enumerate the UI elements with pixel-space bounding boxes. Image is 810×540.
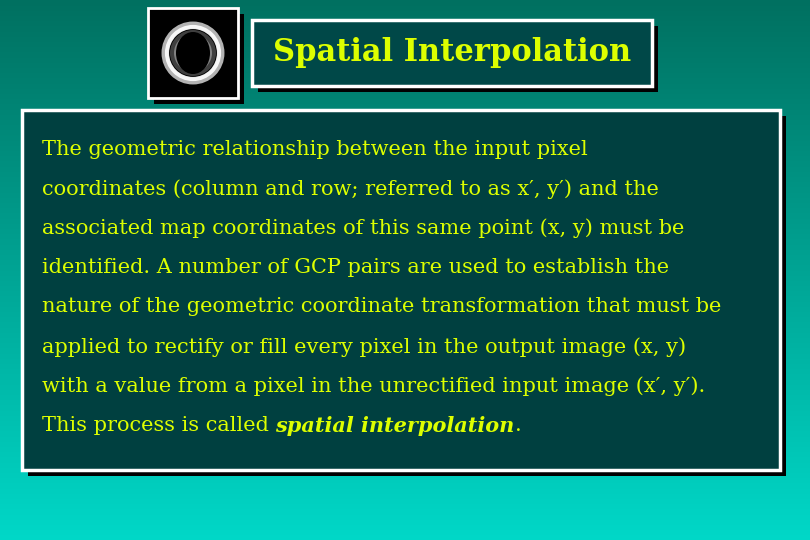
Text: Spatial Interpolation: Spatial Interpolation [273, 37, 631, 69]
Text: associated map coordinates of this same point (x, y) must be: associated map coordinates of this same … [42, 219, 684, 239]
Ellipse shape [174, 34, 212, 72]
FancyBboxPatch shape [148, 8, 238, 98]
Text: .: . [514, 416, 522, 435]
FancyBboxPatch shape [258, 26, 658, 92]
Text: spatial interpolation: spatial interpolation [275, 416, 514, 436]
FancyBboxPatch shape [252, 20, 652, 86]
FancyBboxPatch shape [154, 14, 244, 104]
FancyBboxPatch shape [28, 116, 786, 476]
Text: nature of the geometric coordinate transformation that must be: nature of the geometric coordinate trans… [42, 298, 722, 316]
Ellipse shape [170, 30, 216, 76]
Text: The geometric relationship between the input pixel: The geometric relationship between the i… [42, 140, 588, 159]
Ellipse shape [178, 38, 208, 68]
Text: This process is called: This process is called [42, 416, 275, 435]
Text: with a value from a pixel in the unrectified input image (x′, y′).: with a value from a pixel in the unrecti… [42, 376, 706, 396]
Text: applied to rectify or fill every pixel in the output image (x, y): applied to rectify or fill every pixel i… [42, 337, 686, 356]
FancyBboxPatch shape [22, 110, 780, 470]
Text: coordinates (column and row; referred to as x′, y′) and the: coordinates (column and row; referred to… [42, 179, 659, 199]
Text: identified. A number of GCP pairs are used to establish the: identified. A number of GCP pairs are us… [42, 258, 669, 277]
Ellipse shape [176, 32, 210, 74]
